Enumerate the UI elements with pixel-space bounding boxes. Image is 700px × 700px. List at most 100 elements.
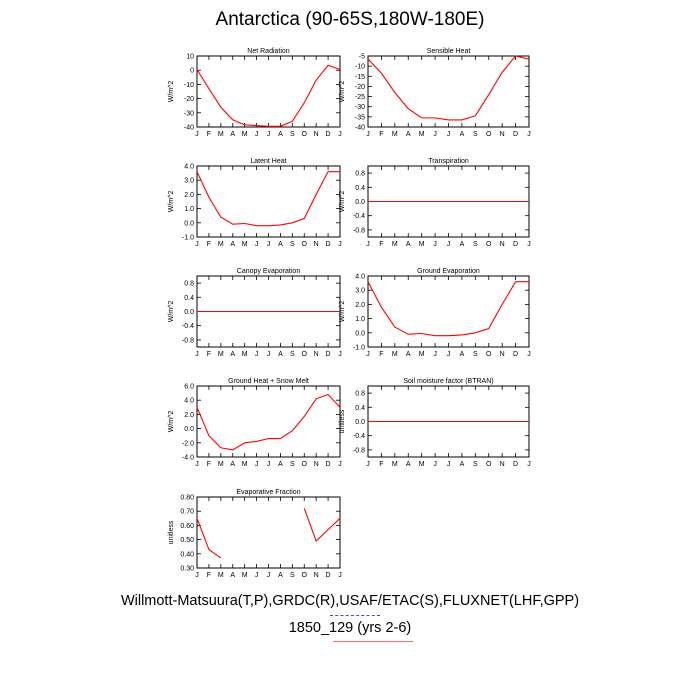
x-tick-label: A (460, 351, 465, 358)
panel-title: Latent Heat (250, 158, 286, 165)
x-tick-label: O (302, 241, 308, 248)
y-tick-label: 0.0 (184, 426, 194, 433)
panel-ground-heat-snow-melt: Ground Heat + Snow Melt W/m^2 6.0 4.0 2.0 0.0… (168, 378, 342, 468)
y-tick-label: 0 (190, 68, 194, 75)
y-tick-label: -10 (355, 64, 365, 71)
y-tick-label: -0.8 (182, 337, 194, 344)
x-tick-label: J (255, 461, 259, 468)
plot-frame (196, 385, 341, 458)
y-tick-label: 0.60 (180, 523, 194, 530)
x-tick-label: S (473, 351, 478, 358)
x-tick-label: A (460, 241, 465, 248)
y-tick-label: 1.0 (355, 316, 365, 323)
x-tick-label: N (500, 241, 505, 248)
x-tick-label: N (314, 572, 319, 579)
x-tick-label: M (392, 461, 398, 468)
y-tick-label: 1.0 (184, 206, 194, 213)
y-tick-label: -10 (184, 82, 194, 89)
panel-title: Ground Evaporation (417, 268, 480, 275)
x-tick-label: A (406, 131, 411, 138)
y-tick-label: 0.8 (355, 171, 365, 178)
x-tick-label: F (379, 131, 383, 138)
y-tick-label: -20 (184, 96, 194, 103)
panel-title: Canopy Evaporation (237, 268, 301, 275)
x-tick-label: J (447, 131, 451, 138)
x-tick-label: A (278, 572, 283, 579)
y-tick-label: -15 (355, 74, 365, 81)
x-tick-label: J (366, 461, 370, 468)
panel-title: Evaporative Fraction (236, 489, 300, 496)
y-tick-label: -0.4 (353, 213, 365, 220)
x-tick-label: M (419, 131, 425, 138)
x-tick-label: D (513, 131, 518, 138)
x-tick-label: A (406, 461, 411, 468)
x-tick-label: S (473, 131, 478, 138)
x-tick-label: M (242, 461, 248, 468)
y-tick-label: 0.4 (355, 185, 365, 192)
x-tick-label: F (379, 241, 383, 248)
y-tick-label: 0.0 (355, 199, 365, 206)
plot-frame (196, 55, 341, 128)
panel-canopy-evaporation: Canopy Evaporation W/m^2 0.8 0.4 0.0 -0.4 -0.8… (168, 268, 342, 358)
x-tick-label: M (392, 241, 398, 248)
panel-title: Soil moisture factor (BTRAN) (403, 378, 493, 385)
panel-ground-evaporation: Ground Evaporation W/m^2 4.0 3.0 2.0 1.0 0.0 -1… (339, 268, 531, 358)
x-tick-label: M (218, 461, 224, 468)
y-tick-label: -5 (359, 54, 365, 61)
panel-evaporative-fraction: Evaporative Fraction unitless 0.80 0.70 0.60… (168, 489, 342, 579)
y-tick-label: 2.0 (184, 192, 194, 199)
x-tick-label: A (278, 241, 283, 248)
x-tick-label: D (326, 572, 331, 579)
x-tick-label: M (218, 131, 224, 138)
x-tick-label: D (513, 241, 518, 248)
x-tick-label: F (207, 351, 211, 358)
legend-dash-line (330, 615, 380, 616)
y-tick-label: -0.8 (353, 227, 365, 234)
y-tick-label: 0.0 (355, 330, 365, 337)
x-tick-label: S (290, 572, 295, 579)
x-tick-label: O (302, 351, 308, 358)
panel-title: Net Radiation (247, 48, 290, 55)
y-tick-label: 4.0 (184, 164, 194, 171)
x-tick-label: M (242, 131, 248, 138)
y-tick-label: -1.0 (353, 345, 365, 352)
x-tick-label: N (500, 461, 505, 468)
y-tick-label: -1.0 (182, 235, 194, 242)
y-tick-label: -0.4 (353, 433, 365, 440)
series-line (367, 281, 529, 337)
y-tick-label: -40 (355, 125, 365, 132)
x-tick-label: A (460, 131, 465, 138)
x-tick-label: O (486, 131, 492, 138)
y-tick-label: 0.40 (180, 551, 194, 558)
panel-sensible-heat: Sensible Heat W/m^2 -5 -10 -15 -20 -25 -30 -35 -4… (339, 48, 531, 138)
x-tick-label: N (500, 351, 505, 358)
y-axis-label: unitless (339, 409, 346, 433)
y-axis-label: W/m^2 (168, 191, 175, 213)
y-axis-label: W/m^2 (339, 301, 346, 323)
x-tick-label: J (338, 241, 342, 248)
x-tick-label: J (338, 572, 342, 579)
x-tick-label: D (326, 241, 331, 248)
y-axis-label: W/m^2 (339, 191, 346, 213)
y-tick-label: 0.30 (180, 566, 194, 573)
plot-frame (367, 55, 530, 128)
x-tick-label: M (419, 351, 425, 358)
series-line (196, 393, 341, 451)
x-tick-label: J (267, 461, 271, 468)
x-tick-label: J (433, 351, 437, 358)
x-tick-label: A (230, 572, 235, 579)
x-tick-label: M (242, 572, 248, 579)
footer-case: 1850_129 (yrs 2-6) (288, 620, 412, 636)
x-tick-label: A (278, 351, 283, 358)
x-tick-label: O (302, 131, 308, 138)
x-tick-label: O (486, 351, 492, 358)
panel-soil-moisture-factor-btran: Soil moisture factor (BTRAN) unitless 0.8 0… (339, 378, 531, 468)
y-tick-label: 10 (186, 54, 194, 61)
x-tick-label: D (326, 351, 331, 358)
plot-frame (367, 275, 530, 348)
x-tick-label: M (242, 351, 248, 358)
x-tick-label: J (195, 461, 199, 468)
y-tick-label: -30 (355, 104, 365, 111)
